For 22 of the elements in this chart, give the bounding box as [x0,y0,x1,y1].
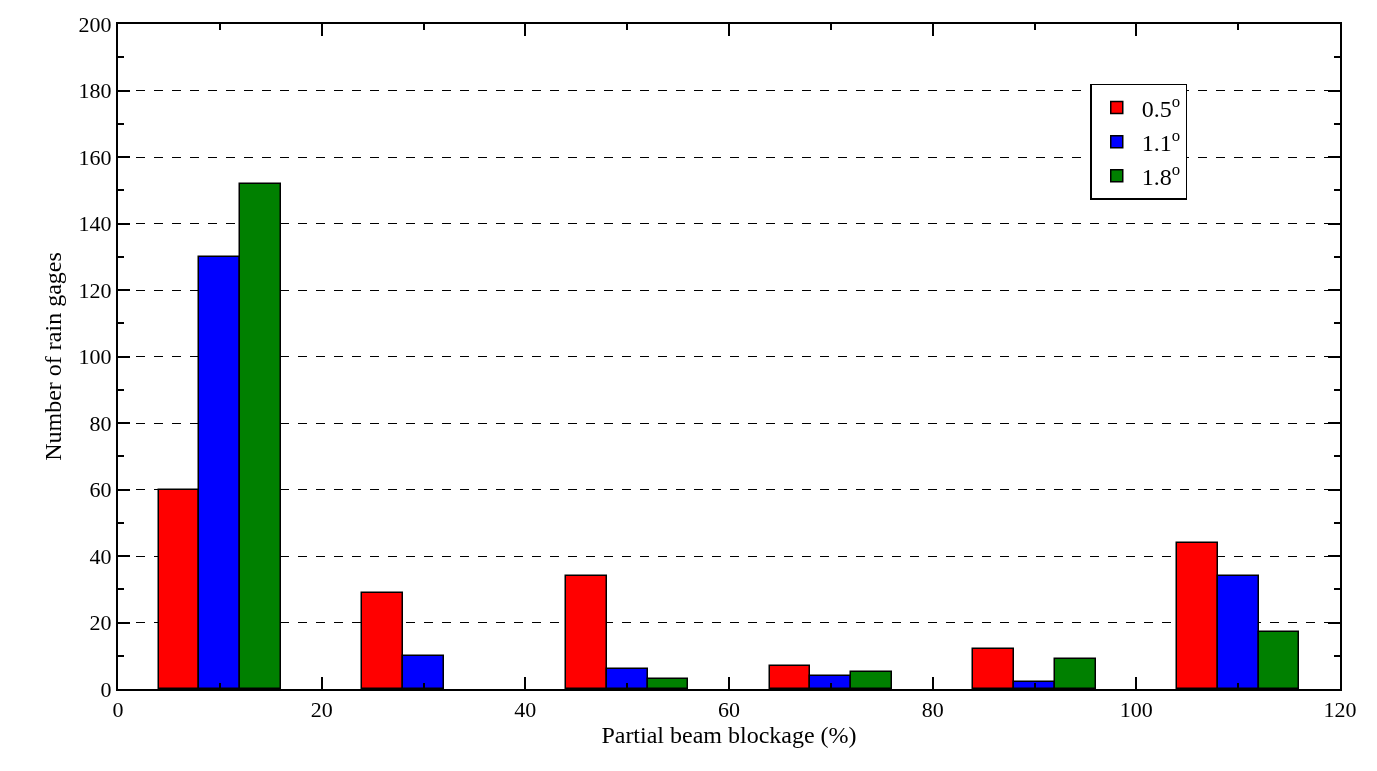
legend-label: 1.1$^{o}$ [1141,125,1181,157]
x-axis-title: Partial beam blockage (%) [601,722,857,749]
y-tick-label: 120 [78,277,112,303]
y-tick-label: 180 [78,78,112,104]
y-tick-label: 100 [78,344,112,370]
y-tick-label: 160 [78,144,112,170]
legend-label: 0.5$^{o}$ [1141,91,1181,122]
y-tick-label: 60 [89,477,112,503]
x-tick-label: 60 [718,697,740,723]
x-tick-label: 120 [1323,697,1357,723]
y-tick-label: 0 [100,676,112,702]
y-tick-label: 200 [78,11,112,37]
y-tick-label: 20 [89,610,112,636]
y-tick-label: 40 [89,543,112,569]
x-tick-label: 20 [310,697,333,723]
y-tick-label: 140 [78,211,112,237]
y-axis-title: Number of rain gages [40,252,67,461]
x-tick-label: 100 [1119,697,1153,723]
y-tick-label: 80 [89,410,112,436]
x-tick-label: 40 [514,697,537,723]
legend-label: 1.8$^{o}$ [1141,160,1181,191]
x-tick-label: 80 [921,697,944,723]
